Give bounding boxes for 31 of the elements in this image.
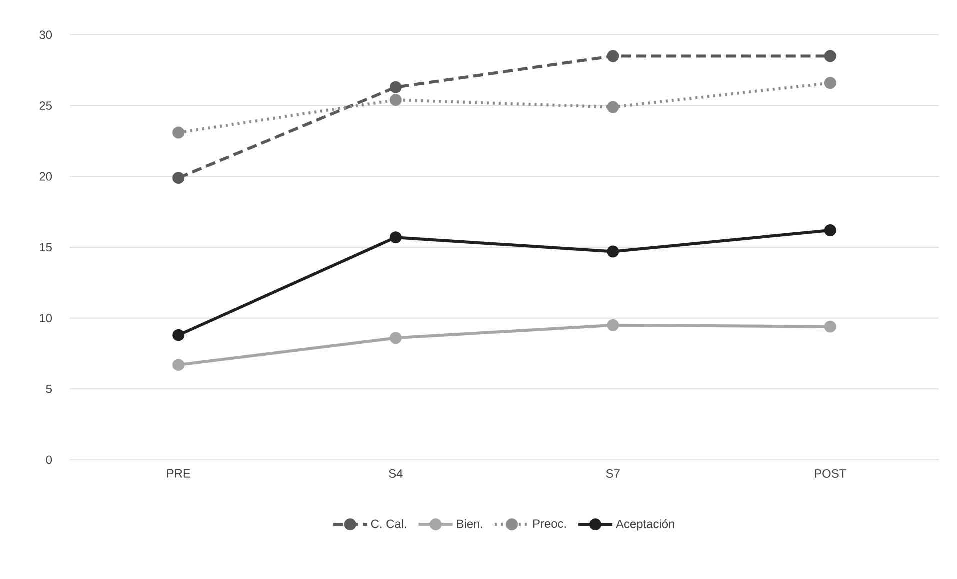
x-tick-label: S7	[606, 470, 620, 478]
point	[607, 319, 620, 332]
y-tick-label: 5	[46, 384, 52, 394]
point	[172, 172, 185, 184]
y-tick-label: 25	[40, 102, 52, 110]
point	[390, 232, 402, 244]
legend-label: Aceptación	[616, 519, 674, 531]
point	[172, 329, 185, 342]
point	[607, 246, 620, 258]
y-tick-label: 15	[40, 243, 52, 252]
point	[824, 77, 836, 90]
point	[390, 81, 402, 94]
y-tick-label: 10	[40, 314, 52, 323]
point	[172, 359, 185, 372]
y-tick-label: 30	[40, 30, 52, 40]
legend-label: C. Cal.	[371, 520, 406, 528]
point	[824, 320, 836, 333]
point	[824, 50, 836, 62]
x-tick-label: POST	[815, 470, 846, 478]
point	[172, 126, 185, 139]
point	[607, 50, 620, 62]
x-tick-label: PRE	[167, 470, 190, 478]
point	[390, 332, 402, 344]
y-tick-label: 0	[46, 456, 52, 464]
legend-label: Preoc.	[534, 520, 566, 528]
point	[824, 224, 836, 236]
point	[390, 94, 402, 106]
x-tick-label: S4	[389, 470, 403, 478]
legend-label: Bien.	[457, 520, 482, 528]
y-tick-label: 20	[40, 172, 52, 181]
point	[607, 101, 620, 114]
